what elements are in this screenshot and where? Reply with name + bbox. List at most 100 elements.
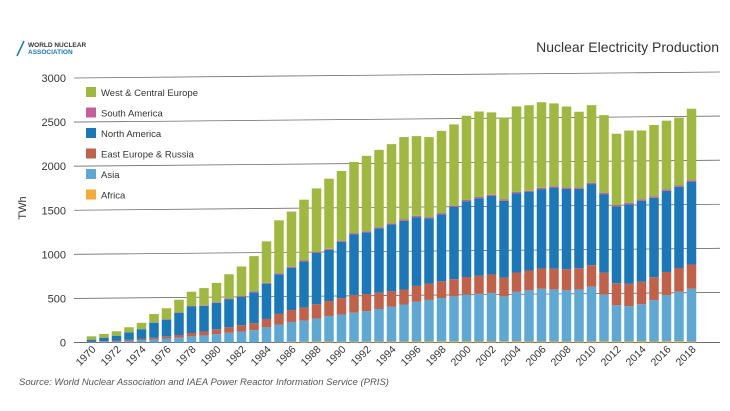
bar-2010-south-america [586, 182, 597, 185]
bar-2001-north-america [474, 198, 484, 276]
bar-1979-asia [199, 335, 209, 343]
bar-2018-africa [686, 341, 697, 343]
bar-2013-east-europe-russia [624, 283, 634, 307]
bar-2012-east-europe-russia [611, 283, 622, 306]
bar-1998-east-europe-russia [436, 281, 447, 299]
bar-2016-asia [661, 295, 672, 342]
bar-1972-east-europe-russia [111, 340, 122, 342]
bar-1976-asia [161, 338, 172, 343]
gridline-3000 [73, 71, 721, 79]
bar-2003-south-america [499, 199, 509, 201]
bar-1999-south-america [449, 205, 459, 207]
bar-1987-africa [299, 341, 309, 343]
bar-1991-asia [349, 312, 359, 342]
bar-1981-east-europe-russia [224, 327, 234, 333]
bar-1989-south-america [324, 248, 334, 250]
bar-1980-north-america [211, 302, 222, 330]
legend-label-west-central-europe: West & Central Europe [101, 88, 198, 99]
bar-2006-east-europe-russia [536, 268, 547, 289]
bar-2009-north-america [574, 188, 584, 269]
bar-2002-asia [486, 292, 497, 342]
bar-1999-asia [449, 296, 459, 342]
bar-2010-africa [586, 341, 597, 343]
bar-2016-north-america [661, 190, 672, 272]
bar-2018-south-america [686, 180, 697, 182]
bar-1978-west-central-europe [186, 291, 197, 306]
bar-1980-asia [211, 334, 222, 343]
bar-1996-africa [411, 341, 422, 343]
bar-1999-west-central-europe [449, 124, 459, 206]
bar-2004-africa [511, 341, 522, 343]
bar-2018-west-central-europe [686, 108, 697, 181]
bar-1970-west-central-europe [86, 336, 97, 340]
bar-1979-east-europe-russia [199, 331, 209, 336]
bar-1978-south-america [186, 306, 197, 307]
x-tick-label-2010: 2010 [574, 344, 599, 369]
bar-1979-west-central-europe [199, 288, 209, 306]
bar-1975-east-europe-russia [149, 337, 159, 340]
bar-1976-west-central-europe [161, 308, 172, 320]
bar-2001-east-europe-russia [474, 275, 484, 294]
bar-2008-east-europe-russia [561, 269, 572, 291]
bar-1984-asia [261, 327, 272, 343]
legend-label-north-america: North America [101, 129, 162, 140]
bar-1989-east-europe-russia [324, 300, 334, 316]
bar-2014-west-central-europe [636, 130, 647, 200]
x-tick-label-2006: 2006 [524, 344, 549, 369]
bar-2017-west-central-europe [674, 117, 684, 186]
bar-1997-north-america [424, 218, 434, 284]
bar-1992-south-america [361, 231, 372, 233]
bar-1988-east-europe-russia [311, 304, 322, 319]
bar-2015-east-europe-russia [649, 277, 659, 301]
bar-1978-east-europe-russia [186, 332, 197, 337]
bar-2011-south-america [599, 192, 609, 195]
bar-2002-south-america [486, 194, 497, 196]
bar-1996-north-america [411, 217, 422, 286]
bar-1995-africa [399, 341, 409, 343]
bar-1997-west-central-europe [424, 137, 434, 218]
bar-1999-africa [449, 341, 459, 343]
x-tick-label-2004: 2004 [499, 344, 524, 369]
bar-2004-asia [511, 291, 522, 342]
bar-1988-asia [311, 318, 322, 342]
bar-1992-north-america [361, 232, 372, 295]
x-tick-label-1980: 1980 [199, 344, 224, 369]
x-tick-label-1996: 1996 [399, 344, 424, 369]
bar-1972-north-america [111, 335, 122, 341]
gridline-500 [73, 292, 721, 299]
bar-2007-africa [549, 341, 559, 343]
legend-swatch-east-europe-russia [86, 148, 96, 159]
bar-1981-south-america [224, 298, 234, 300]
bar-1981-asia [224, 332, 234, 343]
bar-2016-south-america [661, 189, 672, 191]
x-tick-label-1970: 1970 [74, 344, 99, 369]
bar-1987-north-america [299, 261, 309, 308]
x-tick-label-2016: 2016 [649, 344, 674, 369]
bar-2017-africa [674, 341, 684, 343]
y-tick-label-3000: 3000 [42, 73, 66, 85]
bar-1976-north-america [161, 319, 172, 337]
bar-2015-south-america [649, 196, 659, 198]
bar-2004-east-europe-russia [511, 272, 522, 292]
bar-2013-south-america [624, 202, 634, 205]
bar-1982-south-america [236, 296, 247, 297]
x-tick-label-2002: 2002 [474, 344, 499, 369]
legend: West & Central Europe South America North … [86, 87, 198, 202]
bar-2008-west-central-europe [561, 106, 572, 188]
bar-1994-asia [386, 306, 397, 342]
bar-1977-asia [174, 337, 184, 343]
bar-1986-west-central-europe [286, 211, 297, 267]
bar-2018-east-europe-russia [686, 264, 697, 289]
bar-2012-africa [611, 341, 622, 343]
bar-2000-east-europe-russia [461, 276, 472, 295]
bar-1981-north-america [224, 299, 234, 328]
bar-2013-asia [624, 306, 634, 342]
bar-2004-south-america [511, 191, 522, 194]
bar-1973-north-america [124, 332, 134, 340]
bar-2006-asia [536, 288, 547, 342]
bar-2015-asia [649, 300, 659, 342]
legend-label-south-america: South America [101, 109, 163, 120]
bar-1990-east-europe-russia [336, 298, 347, 315]
bar-1982-north-america [236, 296, 247, 326]
bar-2004-north-america [511, 193, 522, 273]
